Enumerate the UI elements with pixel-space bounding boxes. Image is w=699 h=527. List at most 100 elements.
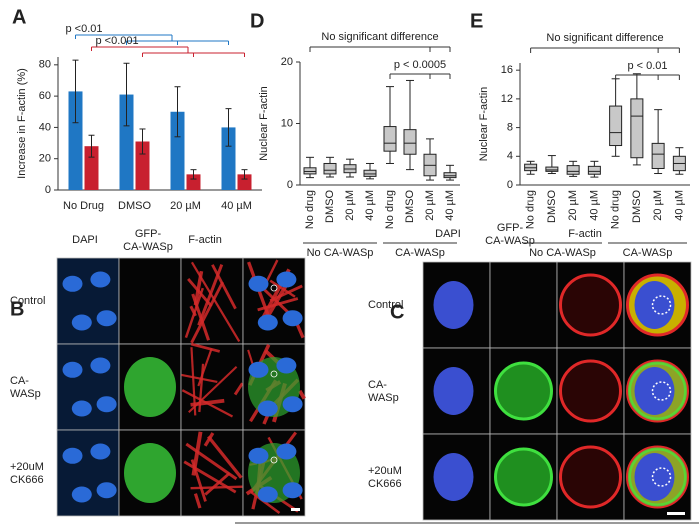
nucleus xyxy=(282,396,303,413)
x-tick-label: 20 µM xyxy=(652,190,664,221)
nucleus xyxy=(71,400,92,417)
column-header: F-actin xyxy=(188,234,222,246)
actin-fiber xyxy=(190,342,221,353)
y-tick-label: 10 xyxy=(281,117,293,129)
image-cell xyxy=(489,261,558,349)
x-tick-label: 40 µM xyxy=(588,190,600,221)
y-tick-label: 8 xyxy=(507,121,513,133)
x-tick-label: No drug xyxy=(610,190,622,229)
nucleus xyxy=(282,310,303,327)
x-tick-label: No drug xyxy=(525,190,537,229)
group-label: No CA-WASp xyxy=(307,247,374,259)
gfp-cell xyxy=(494,361,553,421)
annotation: No significant difference xyxy=(321,31,438,43)
column-header: GFP- xyxy=(497,222,524,234)
row-label: +20uM xyxy=(368,465,402,477)
group-label: No CA-WASp xyxy=(529,247,596,259)
nucleus xyxy=(71,314,92,331)
x-tick-label: 40 µM xyxy=(444,190,456,221)
actin-fiber xyxy=(207,435,243,479)
nucleus xyxy=(257,400,278,417)
row-label: CK666 xyxy=(10,474,44,486)
box xyxy=(403,129,417,155)
y-tick-label: 0 xyxy=(287,179,293,191)
row-label: Control xyxy=(368,299,403,311)
row-label: CA- xyxy=(368,379,387,391)
roi xyxy=(651,467,672,487)
actin-fiber xyxy=(193,270,204,306)
x-tick-label: DMSO xyxy=(631,190,643,223)
box xyxy=(587,165,601,175)
y-axis-label: Nuclear F-actin xyxy=(478,87,490,162)
scale-bar xyxy=(291,508,300,511)
annotation: p < 0.01 xyxy=(627,60,667,72)
y-tick-label: 16 xyxy=(501,64,513,76)
x-tick-label: 40 µM xyxy=(673,190,685,221)
actin-fiber xyxy=(233,382,244,396)
bar xyxy=(170,111,185,190)
actin-fiber xyxy=(197,348,213,387)
y-axis-label: Increase in F-actin (%) xyxy=(16,68,28,179)
actin-fiber xyxy=(198,363,205,413)
y-tick-label: 4 xyxy=(507,150,513,162)
bar xyxy=(135,141,150,190)
actin-ring xyxy=(559,273,622,337)
actin-fiber xyxy=(181,389,234,418)
annotation: No significant difference xyxy=(546,32,663,44)
x-tick-label: 20 µM xyxy=(344,190,356,221)
y-tick-label: 12 xyxy=(501,93,513,105)
nucleus xyxy=(248,447,269,464)
x-tick-label: No Drug xyxy=(63,200,104,212)
x-tick-label: No drug xyxy=(384,190,396,229)
actin-fiber xyxy=(181,373,218,384)
column-header: CA-WASp xyxy=(485,235,535,247)
nucleus xyxy=(62,275,83,292)
image-cell xyxy=(56,429,120,517)
nucleus xyxy=(96,310,117,327)
roi xyxy=(651,295,672,315)
y-tick-label: 60 xyxy=(39,90,51,102)
y-axis-label: Nuclear F-actin xyxy=(258,86,270,161)
row-label: CA- xyxy=(10,375,29,387)
y-tick-label: 0 xyxy=(45,184,51,196)
nucleus xyxy=(433,367,474,415)
roi xyxy=(270,284,278,292)
nucleus xyxy=(634,367,675,415)
nucleus xyxy=(90,357,111,374)
row-label: CK666 xyxy=(368,478,402,490)
box xyxy=(383,126,397,152)
nucleus xyxy=(90,443,111,460)
bar xyxy=(221,127,236,190)
actin-fiber xyxy=(211,264,237,310)
actin-fiber xyxy=(190,459,207,502)
box xyxy=(609,105,623,147)
roi xyxy=(651,381,672,401)
y-tick-label: 0 xyxy=(507,179,513,191)
actin-fiber xyxy=(298,389,306,400)
gfp-cell xyxy=(124,357,176,417)
column-header: DAPI xyxy=(72,234,98,246)
x-tick-label: 40 µM xyxy=(364,190,376,221)
x-tick-label: No drug xyxy=(304,190,316,229)
image-cell xyxy=(118,257,182,345)
x-tick-label: DMSO xyxy=(324,190,336,223)
gfp-cell xyxy=(494,447,553,507)
nucleus xyxy=(62,447,83,464)
nucleus xyxy=(257,486,278,503)
bar xyxy=(237,174,252,190)
nucleus xyxy=(276,357,297,374)
x-tick-label: DMSO xyxy=(546,190,558,223)
actin-ring xyxy=(559,445,622,509)
nucleus xyxy=(433,453,474,501)
x-tick-label: DMSO xyxy=(118,200,151,212)
nucleus xyxy=(71,486,92,503)
nucleus xyxy=(433,281,474,329)
panel-letter: B xyxy=(10,298,24,320)
panel-letter: D xyxy=(250,10,264,32)
column-header: GFP- xyxy=(135,228,162,240)
panel-letter: C xyxy=(390,301,404,323)
nucleus xyxy=(276,443,297,460)
nucleus xyxy=(276,271,297,288)
nucleus xyxy=(90,271,111,288)
image-cell xyxy=(180,343,244,431)
